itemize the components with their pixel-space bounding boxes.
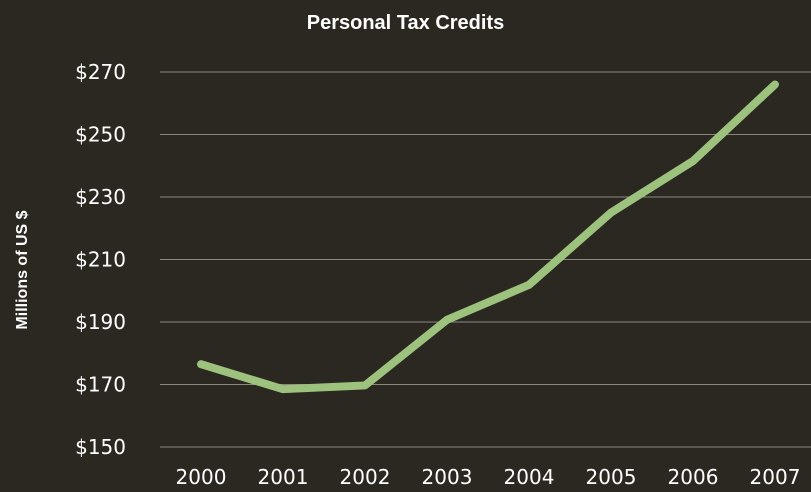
x-tick-label: 2001 [258,465,309,489]
y-tick-label: $150 [75,435,126,459]
gridlines [160,71,811,448]
x-tick-labels: 2000 2001 2002 2003 2004 2005 2006 2007 [176,465,801,489]
x-tick-label: 2005 [586,465,637,489]
x-tick-label: 2002 [340,465,391,489]
x-tick-label: 2007 [750,465,801,489]
y-tick-label: $170 [75,373,126,397]
y-tick-label: $210 [75,248,126,272]
y-tick-label: $250 [75,123,126,147]
y-tick-label: $190 [75,310,126,334]
x-tick-label: 2000 [176,465,227,489]
y-tick-labels: $150 $170 $190 $210 $230 $250 $270 [75,60,126,459]
y-tick-label: $230 [75,185,126,209]
series-line [197,80,779,394]
series-lines [197,80,779,394]
x-tick-label: 2003 [422,465,473,489]
y-tick-label: $270 [75,60,126,84]
x-tick-label: 2006 [668,465,719,489]
x-tick-label: 2004 [504,465,555,489]
chart-title: Personal Tax Credits [306,12,505,34]
